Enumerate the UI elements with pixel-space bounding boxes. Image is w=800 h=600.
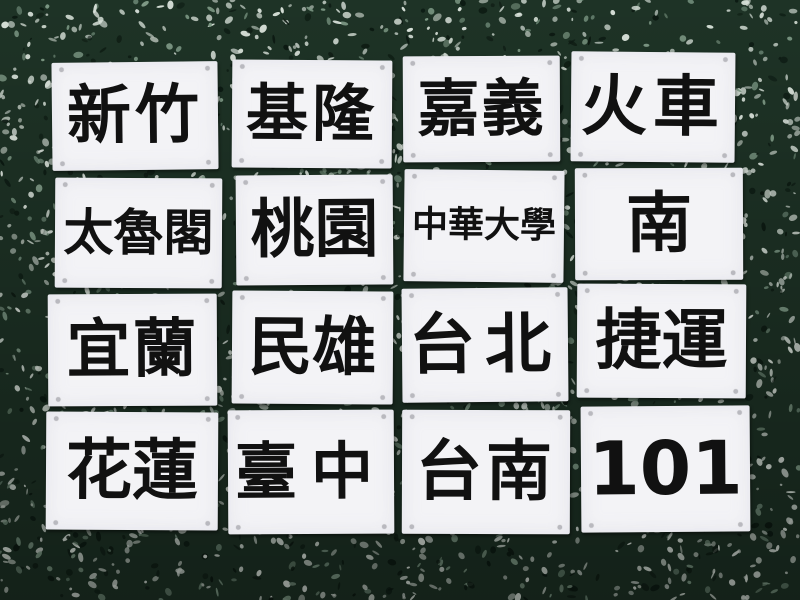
pin: [737, 410, 742, 415]
pin: [206, 160, 211, 165]
pin: [589, 523, 594, 528]
pin: [204, 298, 209, 303]
pin: [555, 292, 560, 297]
pin: [240, 64, 245, 69]
pin: [235, 415, 240, 420]
pin: [409, 524, 414, 529]
sign-text: 中華大學: [411, 204, 557, 247]
pin: [733, 389, 738, 394]
sign-south: 南: [574, 167, 744, 281]
sign-text: 桃園: [250, 192, 379, 268]
pin: [243, 180, 248, 185]
pin: [239, 158, 244, 163]
pin: [722, 153, 727, 158]
sign-text: 臺中: [234, 434, 388, 509]
pin: [723, 57, 728, 62]
sign-text: 宜蘭: [66, 312, 199, 388]
sign-text: 捷運: [595, 301, 728, 380]
pin: [379, 159, 384, 164]
sign-train: 火車: [570, 51, 736, 163]
pin: [730, 172, 735, 177]
sign-text: 民雄: [248, 310, 377, 385]
pin: [236, 525, 241, 530]
pin: [240, 295, 245, 300]
pin: [244, 276, 249, 281]
sign-text: 南: [625, 184, 693, 263]
pin: [584, 388, 589, 393]
pin: [380, 179, 385, 184]
sign-mrt: 捷運: [576, 283, 747, 399]
pin: [579, 56, 584, 61]
sign-taroko: 太魯閣: [54, 177, 223, 289]
pin: [582, 173, 587, 178]
pin: [381, 296, 386, 301]
pin: [410, 61, 415, 66]
pin: [62, 278, 67, 283]
pin: [557, 525, 562, 530]
sign-text: 新竹: [66, 78, 204, 154]
pin: [55, 299, 60, 304]
pin: [54, 416, 59, 421]
pin: [583, 271, 588, 276]
sign-text: 太魯閣: [63, 203, 214, 263]
pin: [210, 183, 215, 188]
sign-minxiong: 民雄: [231, 290, 394, 405]
pin: [552, 175, 557, 180]
pin: [547, 60, 552, 65]
sign-taoyuan: 桃園: [235, 174, 394, 286]
pin: [588, 411, 593, 416]
sign-101: 101: [580, 405, 751, 533]
pin: [60, 161, 65, 166]
sign-keelung: 基隆: [231, 59, 393, 169]
pin: [59, 67, 64, 72]
pin: [585, 288, 590, 293]
pin: [56, 397, 61, 402]
pin: [558, 415, 563, 420]
pin: [381, 275, 386, 280]
pin: [411, 153, 416, 158]
pin: [380, 65, 385, 70]
sign-chung-hua-university: 中華大學: [403, 169, 565, 283]
sign-taichung: 臺中: [227, 409, 395, 535]
sign-hsinchu: 新竹: [51, 61, 219, 171]
sign-text: 101: [587, 425, 744, 513]
pin: [205, 66, 210, 71]
pin: [63, 182, 68, 187]
sign-yilan: 宜蘭: [47, 293, 218, 407]
pin: [239, 394, 244, 399]
sign-text: 火車: [580, 67, 726, 146]
pin: [734, 289, 739, 294]
pin: [206, 417, 211, 422]
pin: [410, 393, 415, 398]
sign-text: 嘉義: [417, 71, 546, 146]
pin: [556, 392, 561, 397]
sign-hualien: 花蓮: [45, 411, 219, 531]
pin: [409, 293, 414, 298]
sign-chiayi: 嘉義: [402, 55, 561, 163]
pin: [412, 174, 417, 179]
pin: [578, 152, 583, 157]
pin: [731, 270, 736, 275]
pin: [381, 414, 386, 419]
pin: [410, 414, 415, 419]
pin: [738, 522, 743, 527]
pin: [382, 524, 387, 529]
pin: [205, 521, 210, 526]
sign-text: 台南: [415, 432, 557, 511]
pin: [53, 520, 58, 525]
pin: [551, 273, 556, 278]
pin: [380, 395, 385, 400]
pin: [209, 279, 214, 284]
sign-text: 基隆: [245, 76, 379, 151]
sign-tainan: 台南: [401, 409, 571, 535]
pin: [411, 272, 416, 277]
sign-taipei: 台北: [401, 287, 569, 403]
pin: [205, 396, 210, 401]
sign-text: 花蓮: [65, 431, 199, 510]
pin: [548, 152, 553, 157]
sign-text: 台北: [408, 305, 562, 384]
